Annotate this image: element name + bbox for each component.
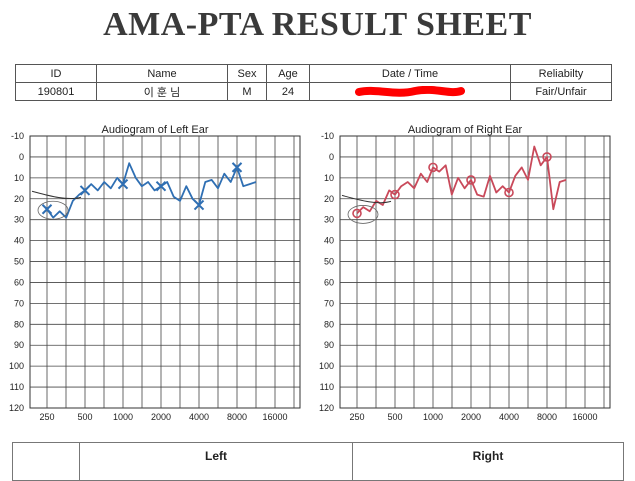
- left-pencil-annotation: [31, 190, 82, 200]
- left-x-tick-label: 16000: [262, 412, 287, 422]
- right-marker: [390, 189, 400, 200]
- left-x-tick-label: 2000: [151, 412, 171, 422]
- redaction-mark: [355, 85, 465, 97]
- left-y-tick-label: 80: [14, 319, 24, 329]
- right-y-tick-label: -10: [321, 131, 334, 141]
- id-value: 190801: [15, 82, 97, 101]
- left-x-tick-label: 4000: [189, 412, 209, 422]
- right-y-tick-label: 30: [324, 215, 334, 225]
- right-y-tick-label: 0: [329, 152, 334, 162]
- age-label: Age: [266, 64, 310, 83]
- right-y-tick-label: 90: [324, 340, 334, 350]
- left-y-tick-label: 50: [14, 257, 24, 267]
- left-y-tick-label: 40: [14, 236, 24, 246]
- summary-right-header: Right: [352, 442, 624, 481]
- left-marker: [193, 199, 205, 211]
- left-y-tick-label: 0: [19, 152, 24, 162]
- datetime-value: [309, 82, 511, 101]
- name-text: 이 훈 님: [143, 86, 181, 99]
- sex-label: Sex: [227, 64, 267, 83]
- right-y-tick-label: 20: [324, 194, 334, 204]
- right-ear-audiogram: Audiogram of Right Ear -10 0 10 20 30 40 50 60 70…: [319, 124, 611, 422]
- left-marker: [231, 162, 243, 173]
- right-x-tick-label: 250: [349, 412, 364, 422]
- sex-value: M: [227, 82, 267, 101]
- datetime-label: Date / Time: [309, 64, 511, 83]
- left-marker: [79, 185, 91, 196]
- right-marker: [542, 152, 552, 162]
- left-y-tick-label: 30: [14, 215, 24, 225]
- left-marker: [155, 181, 167, 192]
- right-plot-frame: [339, 135, 611, 409]
- left-marker: [117, 178, 129, 190]
- reliability-value: Fair/Unfair: [510, 82, 612, 101]
- left-x-tick-label: 250: [39, 412, 54, 422]
- right-x-tick-label: 500: [387, 412, 402, 422]
- right-marker: [466, 175, 476, 185]
- right-y-tick-label: 100: [319, 361, 334, 371]
- reliability-label: Reliabilty: [510, 64, 612, 83]
- left-chart-title: Audiogram of Left Ear: [101, 124, 208, 136]
- right-x-tick-label: 8000: [537, 412, 557, 422]
- left-y-tick-label: -10: [11, 131, 24, 141]
- right-y-tick-label: 10: [324, 173, 334, 183]
- left-y-tick-label: 10: [14, 173, 24, 183]
- age-value: 24: [266, 82, 310, 101]
- right-y-tick-label: 40: [324, 236, 334, 246]
- right-pencil-annotation: [341, 194, 392, 204]
- right-pencil-circle: [347, 205, 379, 224]
- right-y-tick-label: 110: [320, 382, 334, 392]
- left-pencil-circle: [37, 200, 69, 220]
- left-x-tick-label: 1000: [113, 412, 133, 422]
- right-chart-title: Audiogram of Right Ear: [408, 124, 523, 136]
- right-y-tick-label: 120: [319, 403, 334, 413]
- left-y-tick-label: 60: [14, 277, 24, 287]
- patient-info-table: ID Name Sex Age Date / Time Reliabilty 1…: [15, 64, 612, 101]
- summary-blank-cell: [12, 442, 80, 481]
- right-marker: [352, 208, 362, 219]
- right-x-tick-label: 1000: [423, 412, 443, 422]
- left-y-tick-label: 20: [14, 194, 24, 204]
- left-threshold-line: [46, 162, 257, 219]
- left-y-tick-label: 100: [9, 361, 24, 371]
- left-marker: [41, 204, 53, 215]
- right-y-tick-label: 50: [324, 257, 334, 267]
- left-ear-audiogram: Audiogram of Left Ear -10 0 10 20 30 40 50 60 70 8…: [9, 124, 301, 422]
- summary-left-header: Left: [79, 442, 353, 481]
- sheet-title: AMA-PTA RESULT SHEET: [103, 6, 532, 43]
- left-y-tick-label: 70: [14, 298, 24, 308]
- right-y-tick-label: 80: [324, 319, 334, 329]
- right-y-tick-label: 70: [324, 298, 334, 308]
- right-x-tick-label: 2000: [461, 412, 481, 422]
- right-y-tick-label: 60: [324, 277, 334, 287]
- left-x-tick-label: 500: [77, 412, 92, 422]
- name-label: Name: [96, 64, 228, 83]
- left-y-tick-label: 90: [14, 340, 24, 350]
- name-value: 이 훈 님: [96, 82, 228, 101]
- id-label: ID: [15, 64, 97, 83]
- right-marker: [504, 187, 514, 198]
- right-x-tick-label: 4000: [499, 412, 519, 422]
- right-marker: [428, 162, 438, 173]
- left-plot-frame: [29, 135, 301, 409]
- left-y-tick-label: 110: [10, 382, 24, 392]
- left-x-tick-label: 8000: [227, 412, 247, 422]
- right-x-tick-label: 16000: [572, 412, 597, 422]
- left-y-tick-label: 120: [9, 403, 24, 413]
- summary-table: Left Right: [12, 442, 624, 481]
